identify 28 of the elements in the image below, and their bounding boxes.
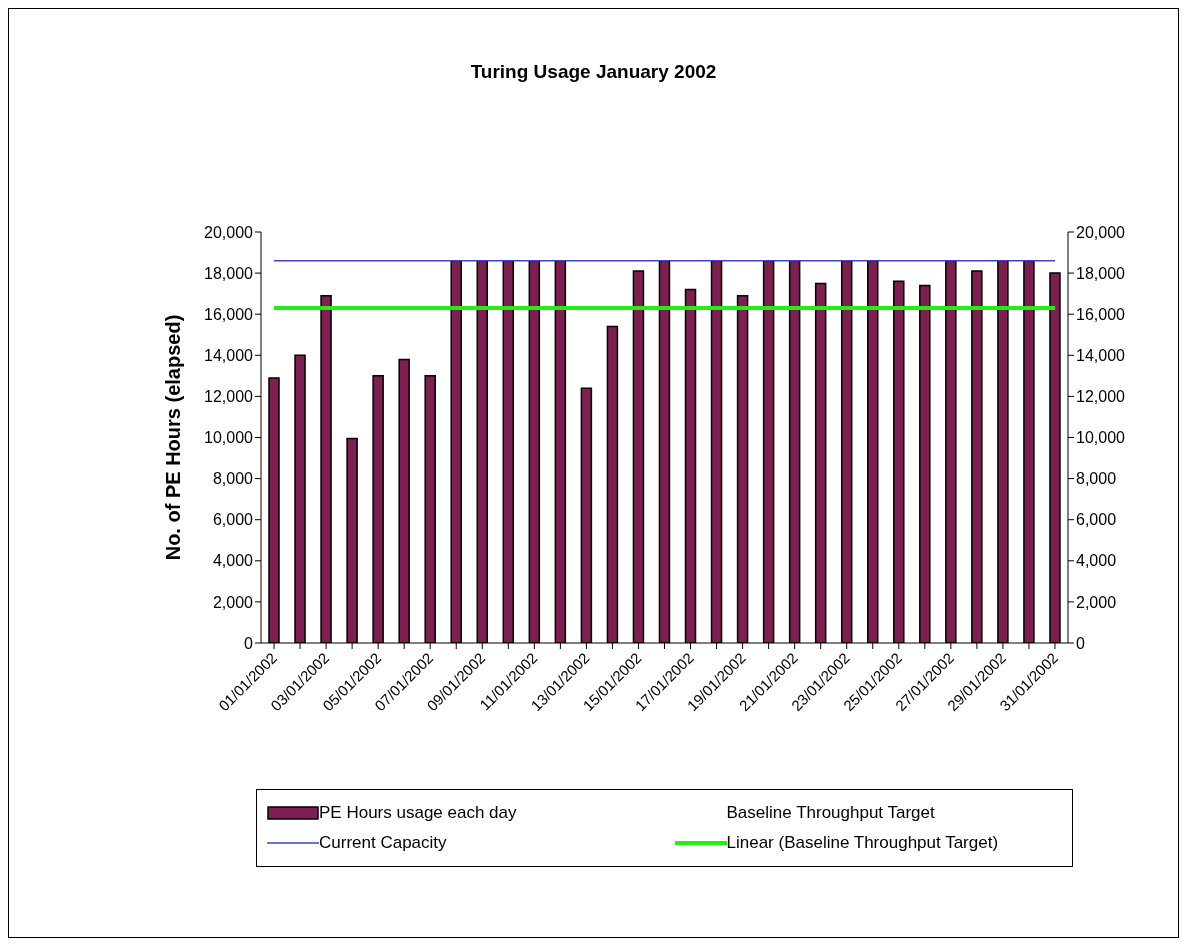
y2-tick-label: 12,000 bbox=[1076, 388, 1126, 406]
y-tick-label: 18,000 bbox=[204, 264, 254, 282]
y2-tick-label: 20,000 bbox=[1076, 223, 1126, 241]
y2-tick-label: 16,000 bbox=[1076, 305, 1126, 323]
y-tick-label: 0 bbox=[244, 634, 254, 652]
y-tick-label: 20,000 bbox=[204, 223, 254, 241]
legend-label: PE Hours usage each day bbox=[319, 803, 517, 823]
legend-label: Current Capacity bbox=[319, 833, 447, 853]
y2-tick-label: 6,000 bbox=[1076, 511, 1117, 529]
y2-tick-label: 2,000 bbox=[1076, 593, 1117, 611]
y-tick-label: 8,000 bbox=[212, 470, 254, 488]
y-tick-label: 16,000 bbox=[204, 305, 254, 323]
y-tick-label: 12,000 bbox=[204, 388, 254, 406]
y2-tick-label: 18,000 bbox=[1076, 264, 1126, 282]
y-tick-label: 4,000 bbox=[212, 552, 254, 570]
y2-tick-label: 10,000 bbox=[1076, 429, 1126, 447]
y2-tick-label: 4,000 bbox=[1076, 552, 1117, 570]
chart-title: Turing Usage January 2002 bbox=[469, 61, 718, 83]
y2-tick-label: 14,000 bbox=[1076, 346, 1126, 364]
y2-tick-label: 8,000 bbox=[1076, 470, 1117, 488]
y2-tick-label: 0 bbox=[1076, 634, 1085, 652]
text: Baseline Throughput Target bbox=[726, 803, 935, 823]
y-tick-label: 14,000 bbox=[204, 346, 254, 364]
y-axis-title: No. of PE Hours (elapsed) bbox=[162, 314, 185, 561]
y-tick-label: 10,000 bbox=[204, 429, 254, 447]
y-tick-label: 2,000 bbox=[212, 593, 254, 611]
legend-label: Linear (Baseline Throughput Target) bbox=[726, 833, 999, 853]
y-tick-label: 6,000 bbox=[212, 511, 254, 529]
